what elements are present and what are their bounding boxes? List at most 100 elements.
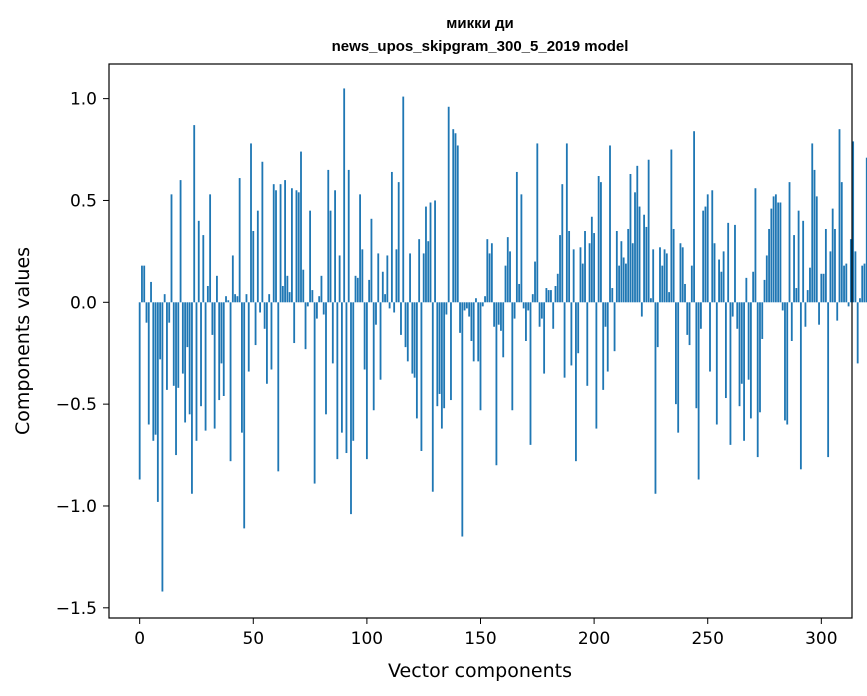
bar-27	[200, 302, 202, 407]
bar-183	[554, 286, 557, 303]
bar-80	[320, 275, 323, 303]
bar-259	[727, 222, 730, 303]
bar-127	[427, 241, 430, 303]
bar-0	[138, 302, 141, 480]
bar-130	[434, 200, 436, 303]
bar-132	[438, 302, 441, 394]
bar-83	[327, 169, 330, 303]
y-tick-label: 0.5	[70, 191, 97, 211]
bar-103	[372, 302, 375, 411]
bar-302	[824, 228, 827, 303]
bar-133	[440, 302, 443, 429]
bar-178	[543, 302, 546, 374]
bar-320	[865, 157, 867, 303]
bar-212	[620, 241, 623, 303]
bar-66	[288, 292, 291, 303]
bar-222	[643, 214, 646, 303]
bar-236	[675, 302, 677, 405]
bar-296	[811, 143, 814, 303]
bar-265	[740, 302, 743, 384]
bar-135	[445, 302, 448, 315]
bar-256	[720, 271, 723, 303]
bar-251	[709, 302, 711, 372]
bar-9	[159, 302, 162, 360]
bar-58	[270, 302, 273, 370]
bar-116	[402, 96, 405, 303]
bar-46	[243, 302, 246, 529]
bar-280	[774, 194, 777, 303]
bar-191	[572, 249, 575, 303]
bar-203	[600, 182, 602, 303]
bar-249	[704, 206, 707, 303]
bar-194	[579, 247, 582, 303]
bar-142	[461, 302, 464, 537]
bars	[138, 88, 867, 592]
bar-90	[343, 88, 346, 303]
bar-300	[820, 273, 823, 303]
bar-168	[520, 194, 523, 303]
bar-47	[245, 294, 248, 303]
y-tick-label: −0.5	[56, 395, 97, 415]
bar-81	[322, 302, 325, 315]
bar-106	[379, 302, 382, 380]
bar-314	[852, 141, 855, 303]
bar-126	[425, 206, 427, 303]
x-tick-label: 300	[805, 629, 837, 649]
bar-94	[352, 302, 355, 441]
bar-42	[234, 294, 237, 303]
bar-91	[345, 302, 348, 454]
bar-89	[340, 302, 343, 433]
x-axis-label: Vector components	[388, 660, 572, 682]
bar-145	[468, 302, 471, 317]
bar-283	[781, 302, 784, 311]
bar-307	[836, 302, 839, 321]
bar-184	[556, 273, 559, 303]
bar-218	[634, 192, 636, 303]
bar-279	[772, 196, 775, 303]
bar-276	[765, 255, 768, 303]
bar-149	[477, 302, 480, 362]
bar-147	[472, 302, 475, 362]
bar-277	[768, 228, 770, 303]
bar-38	[225, 296, 227, 303]
bar-215	[627, 228, 630, 303]
bar-208	[611, 288, 614, 303]
bar-109	[386, 255, 389, 303]
bar-250	[706, 194, 709, 303]
bar-298	[815, 196, 818, 303]
bar-170	[525, 302, 527, 341]
bar-99	[363, 302, 366, 370]
bar-26	[197, 220, 200, 303]
bar-175	[536, 143, 539, 303]
bar-219	[636, 165, 639, 303]
bar-157	[495, 302, 498, 466]
bar-153	[486, 239, 489, 303]
bar-274	[761, 302, 764, 339]
bar-92	[347, 169, 350, 303]
bar-115	[400, 302, 402, 335]
bar-186	[561, 184, 564, 303]
bar-82	[325, 302, 327, 415]
bar-129	[431, 302, 434, 492]
bar-308	[838, 129, 841, 303]
bar-204	[602, 302, 605, 390]
bar-188	[565, 143, 568, 303]
bar-158	[497, 302, 500, 325]
bar-301	[822, 273, 825, 303]
y-tick-label: −1.0	[56, 497, 97, 517]
bar-16	[175, 302, 177, 456]
bar-11	[163, 294, 166, 303]
bar-96	[356, 277, 359, 303]
bar-205	[604, 302, 607, 327]
y-tick-label: −1.5	[56, 599, 97, 619]
bar-60	[275, 190, 277, 303]
bar-122	[415, 302, 418, 419]
bar-241	[686, 302, 689, 335]
bar-240	[684, 283, 686, 303]
bar-248	[702, 210, 705, 303]
bar-123	[418, 239, 421, 303]
bar-163	[509, 251, 511, 303]
bar-56	[266, 302, 268, 384]
bar-52	[256, 210, 259, 303]
bar-61	[277, 302, 280, 472]
